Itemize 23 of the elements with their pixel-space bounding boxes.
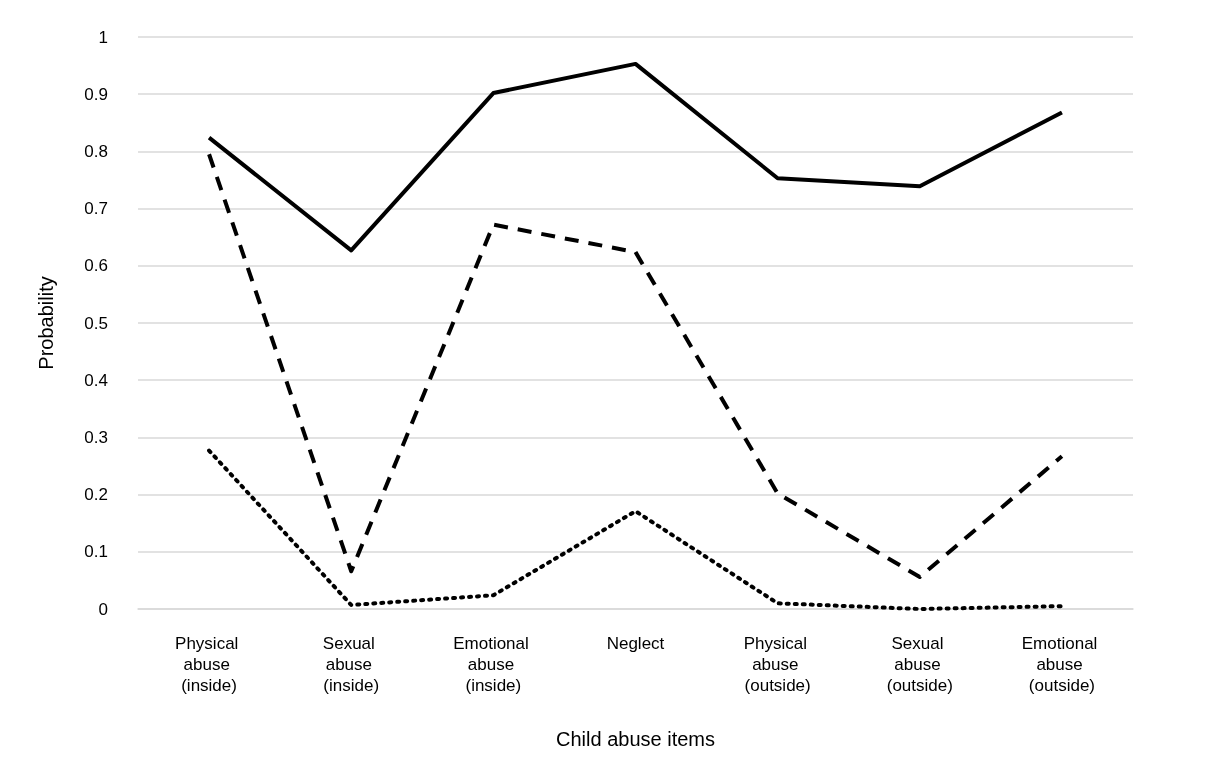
x-tick-label: Physical abuse (inside): [175, 634, 244, 695]
y-tick-label: 0.5: [84, 313, 108, 333]
y-tick-label: 0: [98, 599, 108, 619]
y-tick-label: 0.4: [84, 370, 108, 390]
y-tick-label: 0.6: [84, 256, 108, 276]
y-tick-label: 0.3: [84, 427, 108, 447]
x-tick-label: Sexual abuse (inside): [322, 634, 380, 695]
x-tick-label: Physical abuse (outside): [743, 634, 812, 695]
x-tick-label: Emotional abuse (inside): [453, 634, 534, 695]
line-series: [207, 61, 1064, 253]
y-tick-label: 0.7: [84, 199, 108, 219]
y-tick-label: 0.9: [84, 84, 108, 104]
y-tick-label: 0.8: [84, 141, 108, 161]
y-tick-label: 0.2: [84, 485, 108, 505]
y-tick-label: 0.1: [84, 542, 108, 562]
x-axis-title: Child abuse items: [556, 728, 715, 750]
x-tick-label: Emotional abuse (outside): [1021, 634, 1103, 695]
x-tick-label: Sexual abuse (outside): [886, 634, 953, 695]
line-series: [207, 152, 1064, 579]
y-tick-label: 1: [98, 27, 108, 47]
line-series: [207, 448, 1064, 611]
y-axis-title: Probability: [35, 276, 57, 370]
x-tick-label: Neglect: [606, 634, 665, 653]
